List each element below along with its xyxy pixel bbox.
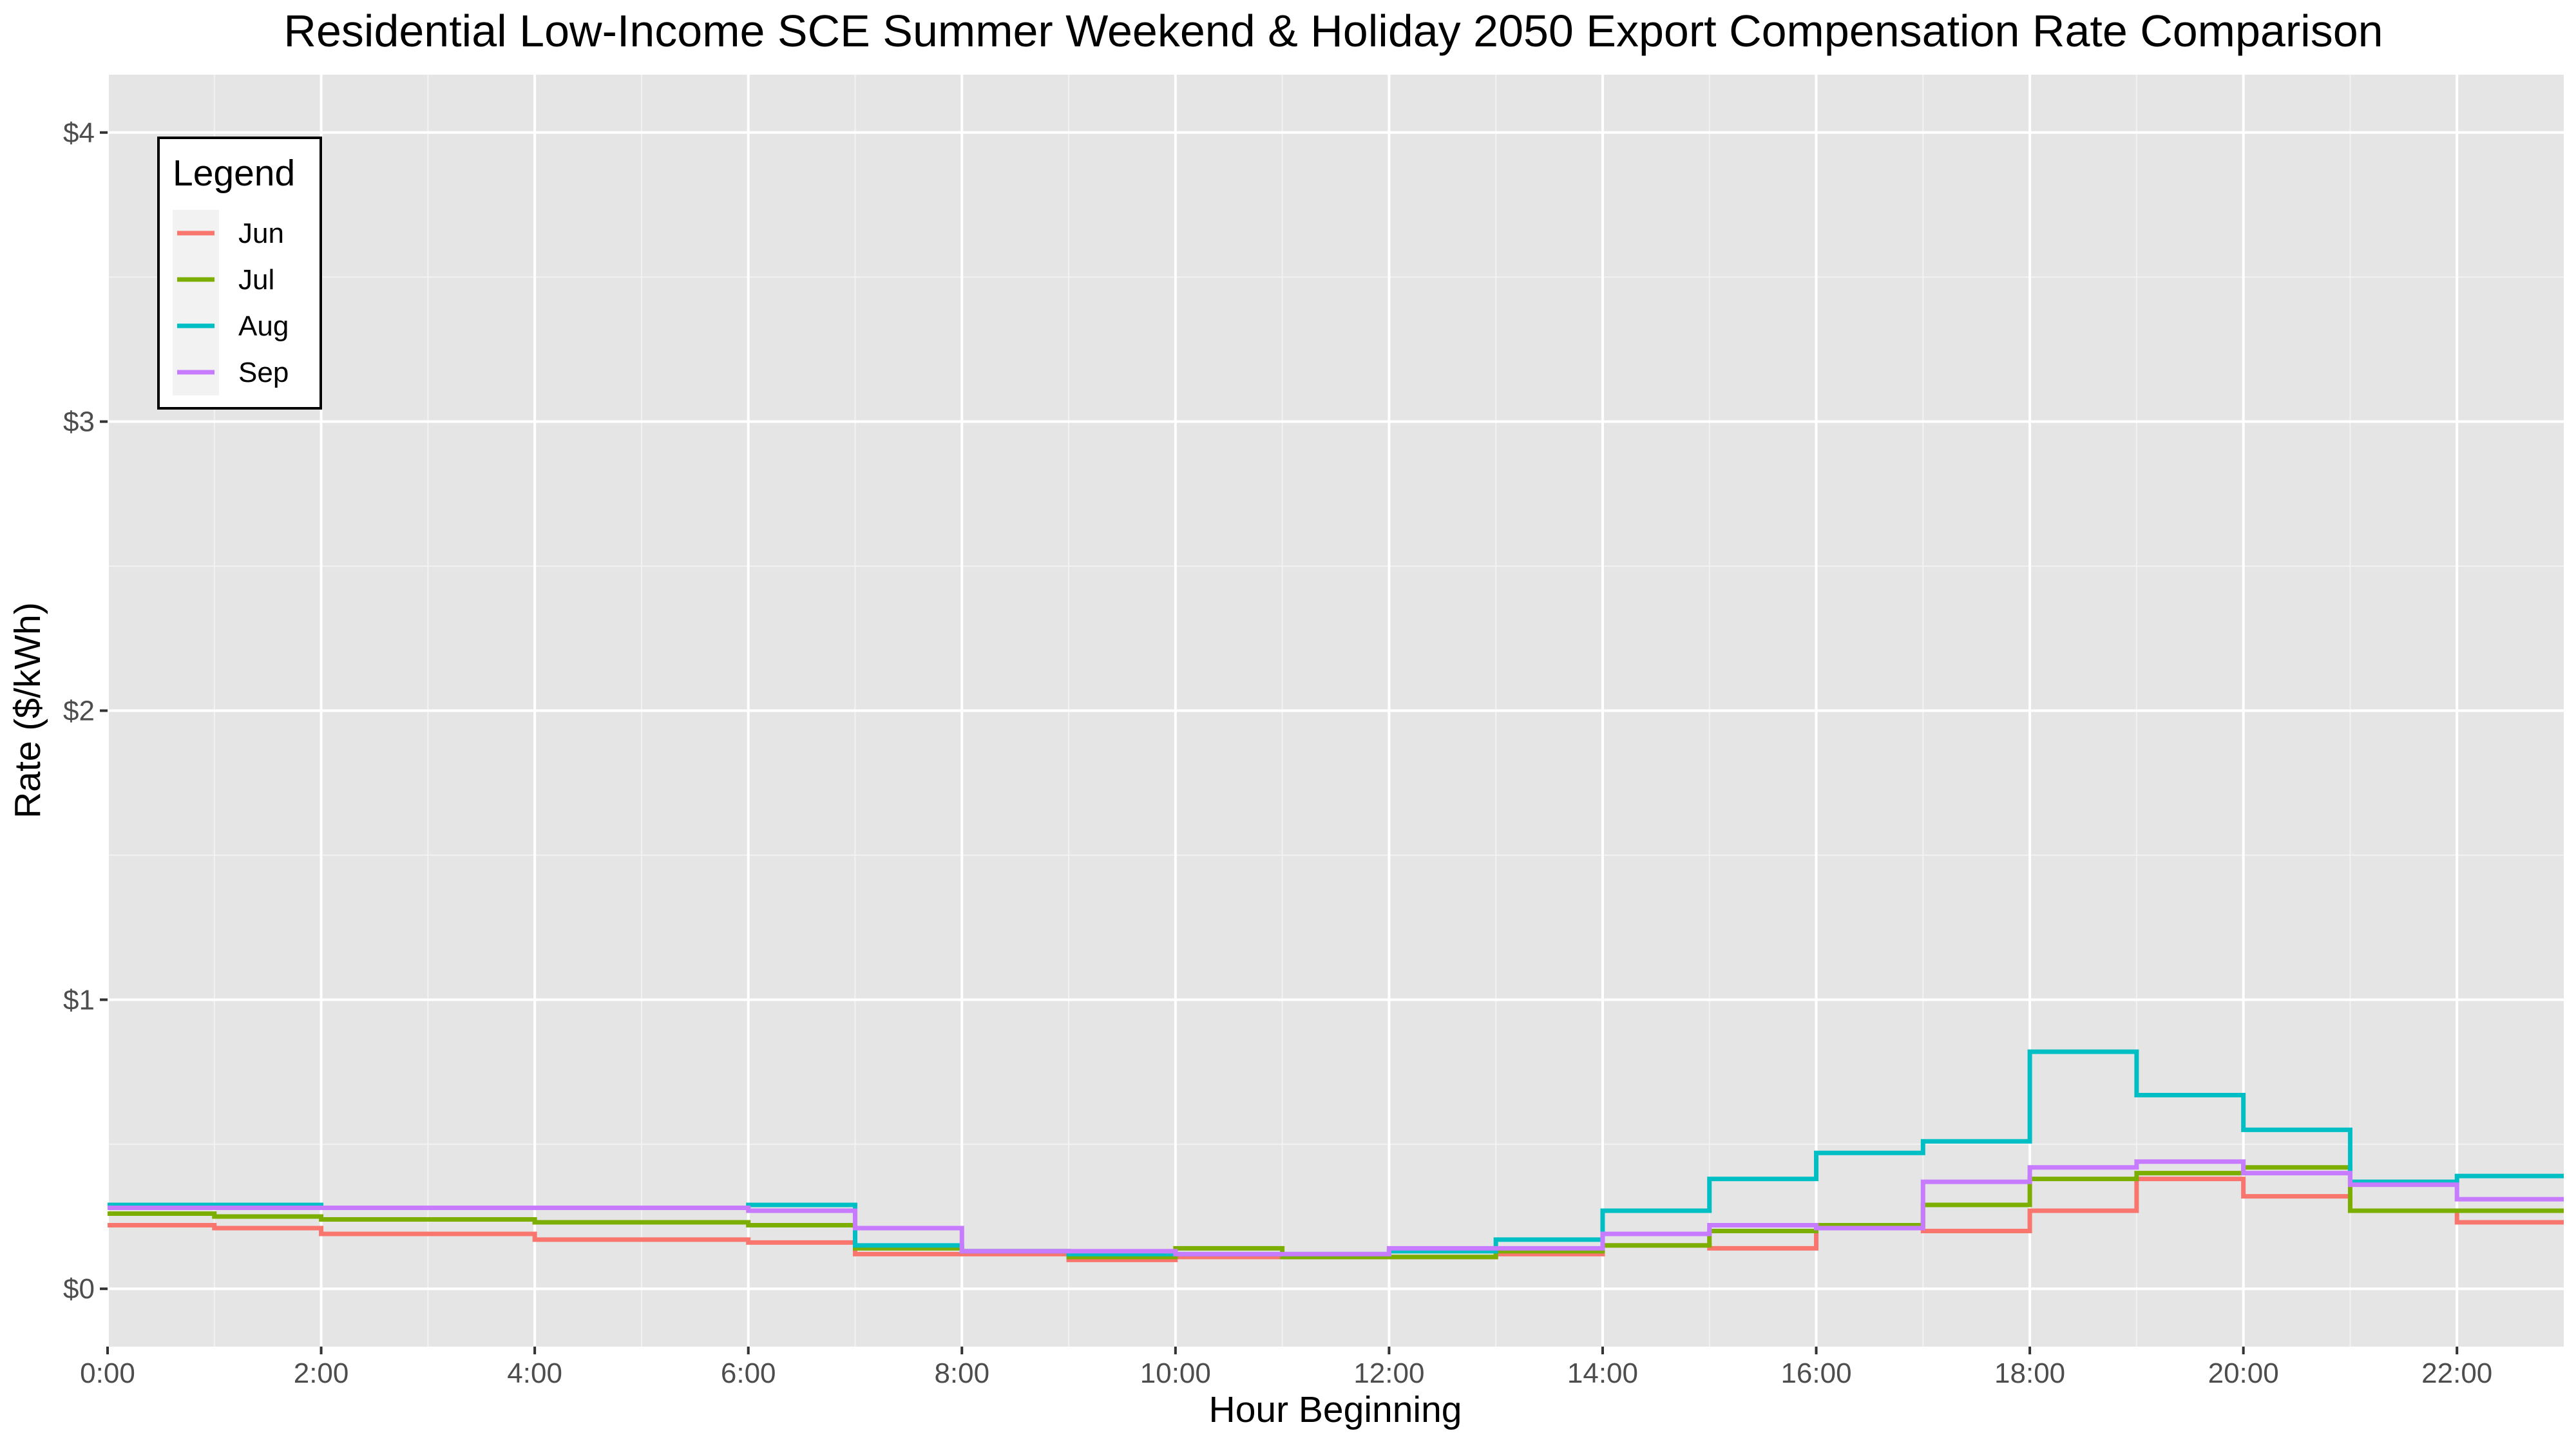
x-tick-label: 20:00 bbox=[2208, 1358, 2279, 1389]
x-tick-label: 12:00 bbox=[1353, 1358, 1424, 1389]
x-tick-label: 22:00 bbox=[2421, 1358, 2492, 1389]
legend-label-sep: Sep bbox=[238, 357, 289, 388]
x-tick-label: 4:00 bbox=[507, 1358, 562, 1389]
x-axis: 0:00 2:00 4:00 6:00 8:00 10:00 12:00 14:00 16:00… bbox=[80, 1347, 2492, 1389]
series-line-sep bbox=[108, 1159, 2564, 1256]
y-axis: $0 $1 $2 $3 $4 bbox=[63, 117, 108, 1305]
y-tick-label: $0 bbox=[63, 1273, 95, 1305]
series-line-jul bbox=[108, 1165, 2564, 1260]
y-tick-label: $1 bbox=[63, 984, 95, 1016]
y-tick-label: $2 bbox=[63, 696, 95, 727]
legend-label-jul: Jul bbox=[238, 264, 274, 296]
x-tick-label: 8:00 bbox=[934, 1358, 989, 1389]
legend-label-aug: Aug bbox=[238, 310, 289, 342]
legend-title: Legend bbox=[173, 153, 295, 194]
y-tick-label: $3 bbox=[63, 406, 95, 438]
legend: Legend Jun Jul Aug Sep bbox=[157, 137, 322, 410]
y-tick-label: $4 bbox=[63, 117, 95, 149]
y-axis-title: Rate ($/kWh) bbox=[7, 602, 48, 819]
x-tick-label: 16:00 bbox=[1780, 1358, 1851, 1389]
major-gridlines bbox=[106, 75, 2564, 1347]
x-tick-label: 18:00 bbox=[1994, 1358, 2065, 1389]
legend-label-jun: Jun bbox=[238, 218, 284, 249]
x-tick-label: 10:00 bbox=[1140, 1358, 1211, 1389]
x-tick-label: 0:00 bbox=[80, 1358, 135, 1389]
legend-items: Jun Jul Aug Sep bbox=[173, 210, 289, 395]
x-tick-label: 2:00 bbox=[294, 1358, 349, 1389]
series-lines bbox=[108, 1049, 2564, 1262]
x-tick-label: 6:00 bbox=[721, 1358, 776, 1389]
x-tick-label: 14:00 bbox=[1567, 1358, 1638, 1389]
x-axis-title: Hour Beginning bbox=[1209, 1389, 1462, 1430]
chart-title: Residential Low-Income SCE Summer Weeken… bbox=[283, 6, 2383, 56]
